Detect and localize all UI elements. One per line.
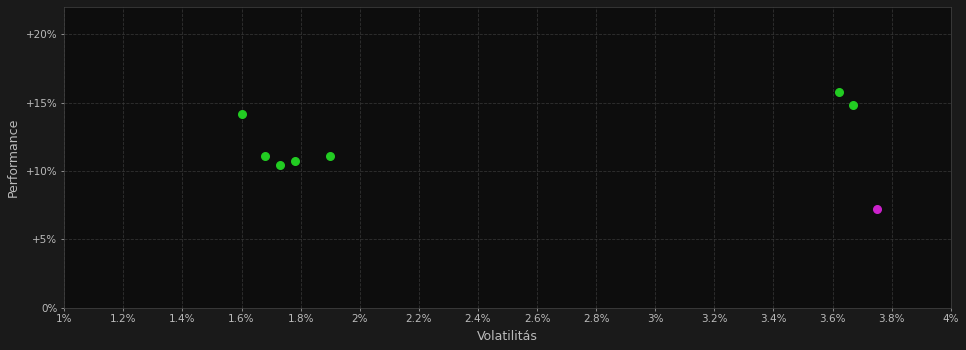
- Point: [845, 103, 861, 108]
- Y-axis label: Performance: Performance: [7, 118, 20, 197]
- Point: [869, 206, 885, 212]
- Point: [831, 89, 846, 95]
- Point: [234, 111, 249, 116]
- Point: [257, 153, 272, 159]
- Point: [272, 163, 288, 168]
- Point: [323, 153, 338, 159]
- X-axis label: Volatilitás: Volatilitás: [477, 330, 538, 343]
- Point: [287, 159, 302, 164]
